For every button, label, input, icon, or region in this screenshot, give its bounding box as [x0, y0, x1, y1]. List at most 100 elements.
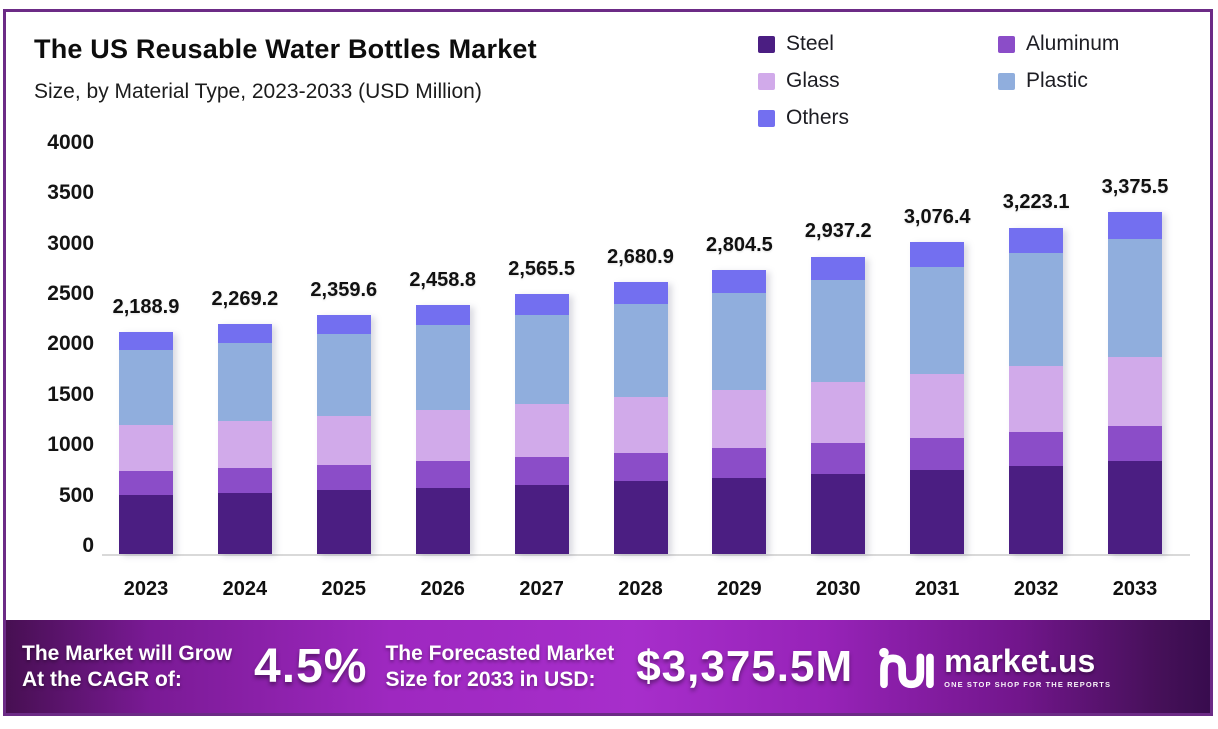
legend-item-steel: Steel — [758, 32, 998, 56]
x-axis-label-2023: 2023 — [123, 578, 169, 600]
x-axis-label-2031: 2031 — [914, 578, 960, 600]
chart-subtitle: Size, by Material Type, 2023-2033 (USD M… — [34, 80, 482, 103]
bar-total-label-2033: 3,375.5 — [1101, 176, 1169, 199]
bar-2029 — [712, 269, 767, 554]
legend-swatch-others — [758, 109, 775, 127]
bar-segment-2030-steel — [811, 473, 866, 554]
bar-total-label-2031: 3,076.4 — [903, 206, 971, 229]
x-axis-label-2024: 2024 — [222, 578, 268, 600]
legend-swatch-aluminum — [998, 35, 1015, 53]
bar-total-label-2032: 3,223.1 — [1002, 191, 1070, 214]
bar-segment-2024-aluminum — [217, 468, 272, 493]
cagr-value: 4.5% — [254, 640, 368, 693]
bar-segment-2029-aluminum — [712, 448, 767, 478]
bar-2027 — [514, 294, 569, 554]
brand-name: market.us — [944, 642, 1096, 679]
bar-segment-2033-plastic — [1108, 238, 1162, 358]
brand-tagline: ONE STOP SHOP FOR THE REPORTS — [944, 679, 1112, 689]
y-axis-tick-2500: 2500 — [47, 282, 94, 305]
bar-segment-2023-steel — [119, 495, 173, 554]
bar-total-label-2027: 2,565.5 — [508, 258, 575, 281]
y-axis-tick-500: 500 — [58, 483, 94, 507]
forecast-value: $3,375.5M — [636, 641, 854, 691]
x-axis-line — [102, 554, 1190, 556]
bar-segment-2023-glass — [119, 425, 173, 472]
bar-segment-2029-steel — [712, 477, 767, 554]
bar-segment-2026-aluminum — [415, 461, 470, 488]
bar-segment-2031-aluminum — [910, 437, 965, 470]
legend: Steel Aluminum Glass Plastic Others — [758, 32, 1208, 130]
bar-total-label-2025: 2,359.6 — [310, 278, 378, 301]
bar-total-label-2023: 2,188.9 — [112, 296, 180, 319]
legend-label: Steel — [786, 32, 834, 55]
bar-segment-2030-plastic — [811, 280, 866, 383]
bar-segment-2031-others — [910, 242, 965, 267]
bar-total-label-2028: 2,680.9 — [607, 246, 674, 269]
bar-segment-2025-aluminum — [316, 464, 371, 491]
stacked-bar-plot: 0 500 1000 1500 2000 2500 3000 3500 4000 2,188.9 2… — [6, 12, 1210, 713]
y-axis-tick-3500: 3500 — [47, 181, 94, 205]
bar-2030 — [811, 256, 866, 554]
bar-segment-2027-steel — [514, 484, 569, 554]
y-axis-tick-2000: 2000 — [47, 332, 94, 356]
bar-segment-2027-plastic — [514, 314, 569, 404]
bar-segment-2033-others — [1108, 212, 1162, 239]
x-axis-label-2028: 2028 — [618, 578, 663, 600]
bar-segment-2031-glass — [910, 374, 965, 438]
x-axis-label-2029: 2029 — [717, 578, 762, 600]
y-axis-tick-1000: 1000 — [47, 433, 94, 457]
legend-label: Aluminum — [1026, 32, 1120, 55]
y-axis-tick-3000: 3000 — [47, 231, 94, 255]
bar-2032 — [1009, 227, 1064, 554]
bar-segment-2024-steel — [217, 492, 272, 554]
bar-segment-2032-others — [1009, 227, 1064, 254]
bar-segment-2032-plastic — [1009, 253, 1064, 367]
bar-segment-2031-steel — [910, 469, 965, 554]
bar-segment-2028-steel — [613, 481, 668, 554]
bar-2033 — [1108, 212, 1162, 554]
marketus-logo-icon — [879, 647, 934, 688]
bar-segment-2029-others — [712, 269, 767, 293]
bar-segment-2026-others — [415, 304, 470, 326]
legend-label: Others — [786, 106, 850, 129]
bar-segment-2033-aluminum — [1108, 426, 1162, 462]
bar-segment-2030-others — [811, 256, 866, 281]
bar-2028 — [613, 282, 668, 554]
legend-label: Plastic — [1026, 69, 1088, 92]
bar-segment-2032-steel — [1009, 465, 1064, 554]
bar-segment-2023-plastic — [119, 350, 173, 426]
bar-segment-2026-plastic — [415, 325, 470, 410]
bar-segment-2028-others — [613, 282, 668, 305]
bar-segment-2030-aluminum — [811, 443, 866, 474]
bar-segment-2030-glass — [811, 382, 866, 444]
legend-item-glass: Glass — [758, 69, 998, 93]
x-axis-label-2026: 2026 — [420, 578, 465, 600]
bar-2026 — [415, 304, 470, 554]
legend-swatch-glass — [758, 72, 775, 90]
bar-segment-2024-plastic — [217, 342, 272, 421]
legend-swatch-plastic — [998, 72, 1015, 90]
bar-segment-2033-glass — [1108, 357, 1162, 427]
bar-segment-2029-glass — [712, 390, 767, 449]
bar-segment-2023-others — [119, 332, 173, 351]
x-axis-label-2025: 2025 — [321, 578, 367, 600]
bar-segment-2027-others — [514, 294, 569, 315]
bar-segment-2026-glass — [415, 409, 470, 462]
bar-segment-2032-glass — [1009, 366, 1064, 433]
legend-label: Glass — [786, 69, 840, 92]
legend-item-aluminum: Aluminum — [998, 32, 1208, 56]
y-axis-tick-0: 0 — [82, 534, 94, 557]
bar-segment-2026-steel — [415, 487, 470, 554]
bar-segment-2032-aluminum — [1009, 432, 1064, 466]
legend-swatch-steel — [758, 35, 775, 53]
x-axis-label-2033: 2033 — [1112, 578, 1158, 600]
bar-segment-2024-others — [217, 324, 272, 343]
y-axis-tick-1500: 1500 — [47, 382, 94, 406]
x-axis-label-2030: 2030 — [816, 578, 861, 600]
bar-segment-2031-plastic — [910, 266, 965, 375]
bar-total-label-2029: 2,804.5 — [706, 233, 773, 256]
bar-total-label-2026: 2,458.8 — [409, 268, 477, 291]
bar-2031 — [910, 242, 965, 554]
bar-segment-2025-plastic — [316, 334, 371, 416]
infographic-card: The US Reusable Water Bottles Market Siz… — [3, 9, 1213, 716]
